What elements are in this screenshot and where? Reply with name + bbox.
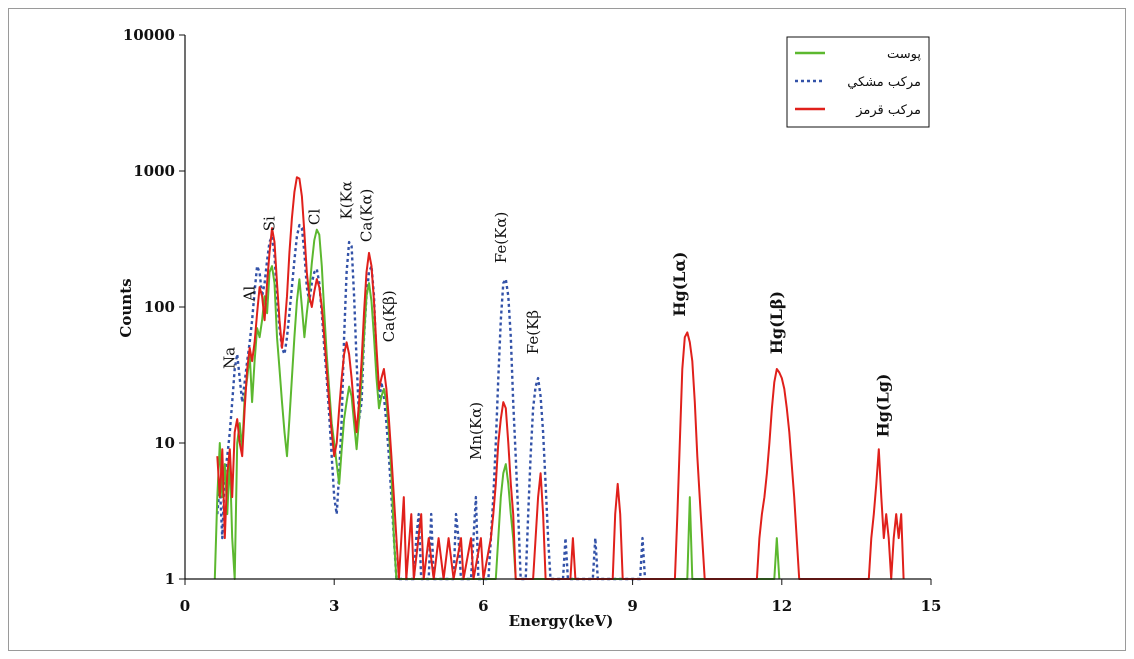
y-tick-label: 10000 [123, 26, 175, 44]
legend-label: پوست [887, 47, 921, 62]
peak-label: Hg(Lβ) [767, 291, 786, 354]
y-tick-label: 1000 [133, 162, 175, 180]
spectrum-chart: 0 3 6 9 12 15 1 10 100 1000 10000 Energy(keV) Coun… [117, 26, 942, 630]
legend-label: مركب قرمز [855, 103, 921, 118]
peak-labels-layer: Na Al Si Cl K(Kα Ca(Kα) Ca(Kβ) Mn(Kα) Fe(Kα) Fe(K… [221, 181, 893, 460]
legend-label: مركب مشكي [847, 75, 921, 90]
x-tick-label: 6 [478, 597, 488, 615]
peak-label: Mn(Kα) [467, 402, 485, 460]
peak-label: Ca(Kα) [358, 189, 376, 242]
peak-label: Na [221, 347, 239, 369]
peak-label: Ca(Kβ) [380, 290, 398, 342]
peak-label: Cl [305, 209, 323, 225]
y-tick-label: 10 [154, 434, 175, 452]
x-tick-label: 0 [180, 597, 190, 615]
x-tick-label: 12 [771, 597, 792, 615]
x-tick-label: 9 [627, 597, 637, 615]
y-tick-label: 100 [144, 298, 175, 316]
series-line-1 [216, 223, 647, 581]
series-layer [213, 176, 905, 581]
x-axis-label: Energy(keV) [509, 612, 614, 630]
peak-label: K(Kα [338, 181, 356, 219]
peak-label: Si [261, 216, 279, 231]
y-tick-label: 1 [165, 570, 175, 588]
chart-frame: 0 3 6 9 12 15 1 10 100 1000 10000 Energy(keV) Coun… [8, 8, 1126, 651]
y-axis-label: Counts [117, 278, 135, 337]
peak-label: Fe(Kβ [524, 310, 542, 354]
axes-layer: 0 3 6 9 12 15 1 10 100 1000 10000 [123, 26, 942, 615]
x-tick-label: 3 [329, 597, 339, 615]
peak-label: Hg(Lα) [670, 252, 689, 317]
x-tick-label: 15 [921, 597, 942, 615]
peak-label: Al [241, 286, 259, 303]
peak-label: Hg(Lg) [874, 374, 893, 438]
legend: پوست مركب مشكي مركب قرمز [786, 36, 930, 128]
peak-label: Fe(Kα) [492, 212, 510, 264]
